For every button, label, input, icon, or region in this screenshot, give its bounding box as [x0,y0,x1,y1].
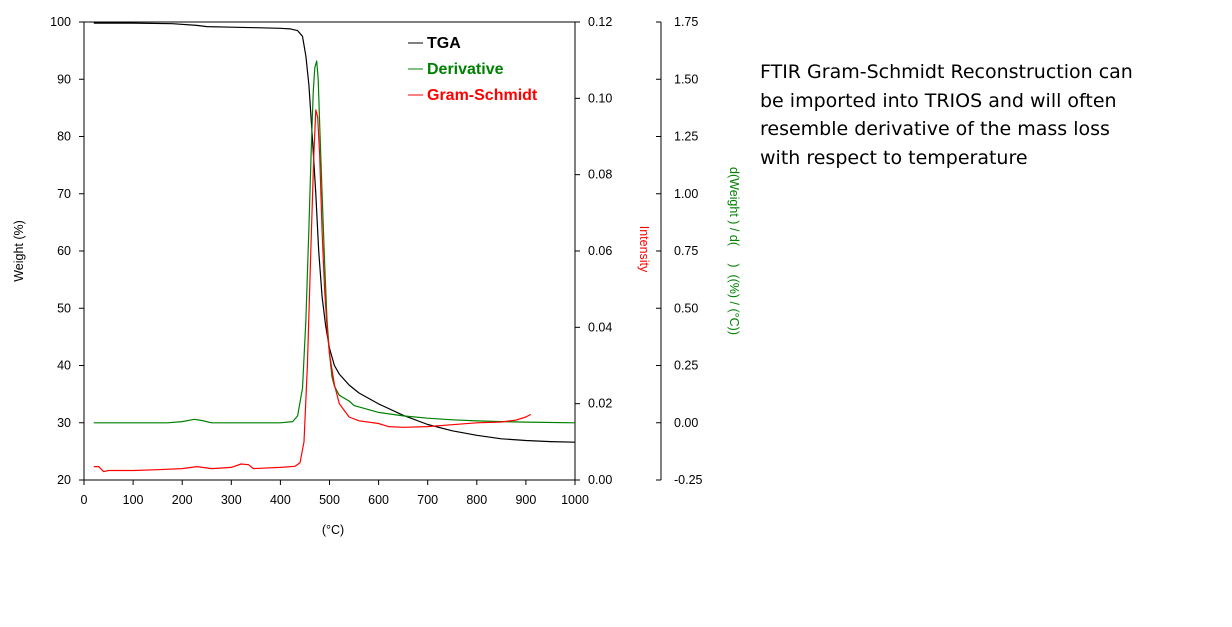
left-tick-label: 90 [57,72,71,86]
intensity-tick-label: 0.02 [588,397,612,411]
derivative-tick-label: 1.50 [674,72,698,86]
legend-tga-label: TGA [427,35,461,52]
intensity-tick-label: 0.10 [588,91,612,105]
derivative-tick-label: -0.25 [674,473,703,487]
x-tick-label: 700 [417,493,438,507]
derivative-tick-label: 1.00 [674,187,698,201]
series-line-gram-schmidt [93,109,532,473]
derivative-tick-label: 1.75 [674,15,698,29]
intensity-tick-label: 0.12 [588,15,612,29]
left-tick-label: 60 [57,244,71,258]
derivative-tick-label: 0.00 [674,416,698,430]
x-tick-label: 800 [466,493,487,507]
left-tick-label: 70 [57,187,71,201]
left-tick-label: 80 [57,130,71,144]
ticks-layer: 0 100 200 300 400 500 600 700 800 900 1000 20 30 40 50… [50,15,702,507]
left-tick-label: 50 [57,301,71,315]
x-tick-label: 400 [270,493,291,507]
series-layer [93,22,576,473]
derivative-tick-label: 0.75 [674,244,698,258]
annotation-text: FTIR Gram-Schmidt Reconstruction can be … [760,61,1133,169]
x-axis-title: (°C) [322,523,344,537]
derivative-tick-label: 1.25 [674,130,698,144]
x-tick-label: 1000 [561,493,589,507]
x-tick-label: 200 [172,493,193,507]
left-tick-label: 100 [50,15,71,29]
derivative-axis-title: d(Weight ) / d( ) ((%) / (°C)) [727,167,741,335]
x-tick-label: 0 [81,493,88,507]
legend-derivative-label: Derivative [427,61,504,78]
left-axis-title: Weight (%) [12,220,26,282]
left-tick-label: 30 [57,416,71,430]
x-tick-label: 600 [368,493,389,507]
intensity-tick-label: 0.04 [588,320,612,334]
legend-gram-schmidt-label: Gram-Schmidt [427,87,538,104]
x-tick-label: 100 [123,493,144,507]
x-tick-label: 500 [319,493,340,507]
intensity-tick-label: 0.00 [588,473,612,487]
left-tick-label: 40 [57,359,71,373]
derivative-tick-label: 0.50 [674,301,698,315]
intensity-axis-title: Intensity [637,226,651,273]
derivative-tick-label: 0.25 [674,359,698,373]
x-tick-label: 300 [221,493,242,507]
series-line-tga [93,22,576,443]
intensity-tick-label: 0.08 [588,168,612,182]
series-line-derivative [93,60,576,424]
legend: TGA Derivative Gram-Schmidt [408,35,538,104]
intensity-tick-label: 0.06 [588,244,612,258]
x-tick-label: 900 [515,493,536,507]
left-tick-label: 20 [57,473,71,487]
